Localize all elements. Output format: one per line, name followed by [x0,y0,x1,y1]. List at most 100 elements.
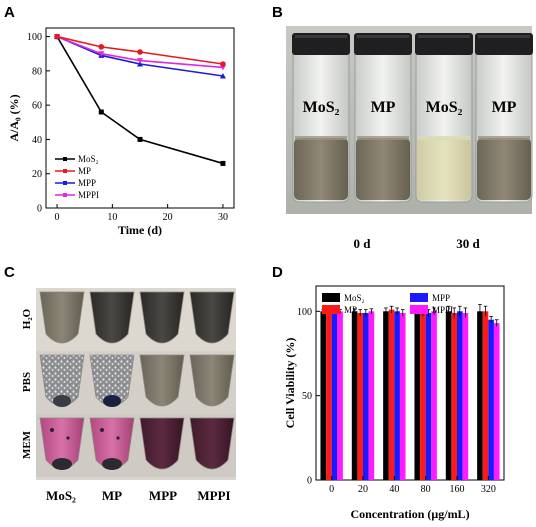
chart-d-legend-swatch [410,305,428,314]
photo-c-tube-grid [36,288,236,477]
chart-a-y-tick-label: 100 [27,32,42,43]
chart-d-bar [414,311,421,480]
chart-a-x-tick-label: 20 [163,212,173,223]
tube-sediment [103,395,121,407]
chart-d-bar [363,312,369,480]
photo-c-column-label: MoS₂ [46,488,76,503]
chart-a-series-line [56,36,224,165]
tube-particle [50,428,54,432]
chart-a-x-tick-label: 10 [107,212,117,223]
vial-cap [354,33,412,55]
chart-a-x-tick-label: 0 [55,212,60,223]
vial-liquid [477,138,531,200]
photo-b-time-30d: 30 d [456,236,480,251]
photo-c-column-label: MP [102,488,122,503]
chart-d-legend-swatch [322,293,340,302]
chart-a-point [137,49,143,55]
chart-a-y-tick-label: 0 [37,204,42,215]
chart-d-x-tick-label: 160 [450,484,465,495]
chart-d-x-tick-label: 0 [329,484,334,495]
vial-cap [415,33,473,55]
chart-a-legend-label: MPP [78,178,96,188]
vial-label: MP [371,99,396,116]
chart-a-y-tick-label: 60 [32,101,42,112]
panel-letter-c: C [4,264,15,281]
chart-d-legend-label: MPP [432,293,450,303]
chart-d-bar [488,319,494,480]
chart-d-bar [357,312,363,480]
chart-a-y-tick-label: 40 [32,135,42,146]
chart-d-y-tick-label: 100 [297,307,312,318]
chart-a-y-tick-label: 20 [32,169,42,180]
chart-a-x-axis-title: Time (d) [118,223,162,237]
tube [189,291,235,344]
chart-a-x-tick-label: 30 [218,212,228,223]
chart-a-point [98,109,104,115]
chart-d-x-ticks: 0 20 40 80 160 320 [329,476,496,495]
chart-d-bar [394,311,400,480]
chart-d-y-axis-title: Cell Viability (%) [283,338,297,429]
panel-letter-b: B [272,4,283,21]
chart-a-y-ticks: 0 20 40 60 80 100 [27,32,50,215]
chart-a-point [98,44,105,50]
chart-a-legend-marker [63,193,67,197]
chart-a-point [98,51,105,57]
photo-b-time-0d: 0 d [354,236,372,251]
chart-a-series-line [56,35,224,69]
chart-d-legend-label: MP [344,305,357,315]
chart-d-frame [315,285,505,481]
photo-b-vial-group: MoS₂ MP MoS₂ MP [292,33,533,203]
chart-a-point [137,58,143,64]
chart-a-legend-label: MPPI [78,190,99,200]
vial-meniscus [295,136,347,140]
chart-d-bar [368,311,375,480]
chart-a-legend: MoS₂ MP MPP MPPI [52,150,112,202]
chart-d-legend: MoS₂ MPP MP MPPI [322,293,453,315]
vial-cap-highlight [478,35,530,38]
panel-letter-d: D [272,264,283,281]
photo-c-row-label: H₂O [21,308,33,329]
tube [189,417,235,470]
chart-d-bar [326,311,332,480]
chart-d-x-tick-label: 20 [358,484,368,495]
chart-d-y-tick-label: 0 [307,476,312,487]
chart-a-point [137,61,143,67]
chart-d-bar [383,311,389,480]
photo-b-vials: MoS₂ MP MoS₂ MP 0 d 30 d [286,26,533,251]
vial-meniscus [478,136,530,140]
photo-c-row-label: MEM [21,430,33,459]
vial-cap [475,33,533,55]
vial-label: MP [492,99,517,116]
vial-cap-highlight [295,35,347,38]
chart-d-bar [493,323,500,480]
tube-particle [66,436,70,440]
chart-d-bar [331,311,338,480]
vial-liquid [356,138,410,200]
chart-a-y-axis-title: A/A₀ (%) [7,94,21,141]
chart-d-legend-swatch [410,293,428,302]
photo-c-tubes: H₂O PBS MEM MoS₂ MP MPP MPPI [21,288,236,503]
tube [189,354,235,407]
chart-d-y-tick-label: 50 [302,391,312,402]
chart-d-bar [462,312,469,480]
chart-d-bar [337,311,343,480]
chart-d-bar [320,311,327,480]
chart-d-y-ticks: 0 50 100 [297,307,320,487]
chart-d-x-axis-title: Concentration (μg/mL) [350,507,469,521]
photo-c-column-label: MPPI [197,488,230,503]
chart-a-frame [45,27,235,209]
tube [139,354,185,407]
chart-a-legend-label: MoS₂ [78,154,99,164]
chart-a-y-tick-label: 80 [32,66,42,77]
vial-meniscus [357,136,409,140]
chart-a-legend-marker [63,157,67,161]
vial-liquid [417,138,471,200]
chart-a-point [219,73,226,79]
tube [139,417,185,470]
chart-d-legend-swatch [322,305,340,314]
chart-d-bar [431,311,437,480]
chart-a-series-line [56,35,224,65]
chart-d-bar [451,312,457,480]
chart-a-legend-label: MP [78,166,91,176]
